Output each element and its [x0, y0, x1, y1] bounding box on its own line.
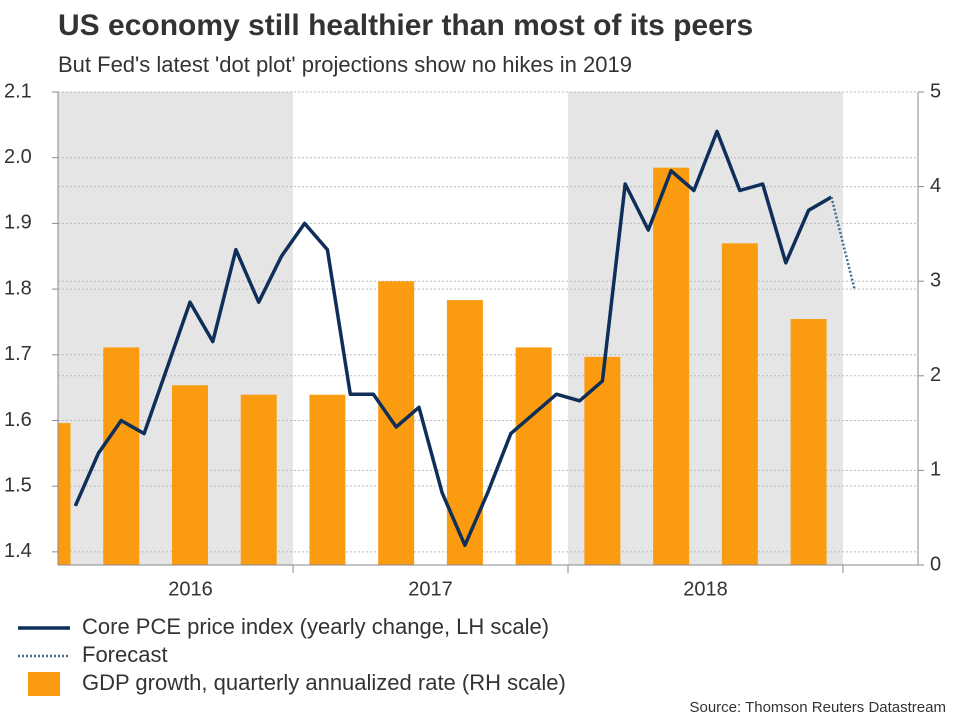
y2-tick-label: 5 [930, 80, 941, 102]
legend: Core PCE price index (yearly change, LH … [18, 614, 566, 696]
legend-label: Core PCE price index (yearly change, LH … [82, 614, 549, 639]
y2-tick-label: 0 [930, 553, 941, 575]
axes: 2016 2017 2018 1.4 1.5 1.6 1.7 1.8 1.9 2.0 2.1 0 1 2 3… [4, 80, 941, 600]
x-tick-label: 2018 [683, 578, 728, 600]
legend-label: Forecast [82, 642, 168, 667]
y2-tick-label: 4 [930, 175, 941, 197]
y-tick-label: 1.9 [4, 212, 32, 234]
legend-swatch [28, 672, 60, 696]
y2-tick-label: 3 [930, 269, 941, 291]
x-tick-label: 2017 [408, 578, 453, 600]
y-tick-label: 1.6 [4, 409, 32, 431]
marks [58, 129, 856, 565]
bar [103, 347, 140, 565]
bar [309, 394, 346, 565]
y2-tick-label: 2 [930, 364, 941, 386]
y-tick-label: 2.1 [4, 80, 32, 102]
x-tick-label: 2016 [168, 578, 213, 600]
bar [653, 167, 690, 565]
bar [240, 394, 277, 565]
bar [446, 300, 483, 565]
bar [790, 319, 827, 565]
source: Source: Thomson Reuters Datastream [689, 699, 946, 716]
y-tick-label: 2.0 [4, 146, 32, 168]
bar [515, 347, 552, 565]
bar [58, 423, 71, 565]
bar [584, 356, 621, 565]
y-tick-label: 1.8 [4, 277, 32, 299]
y2-tick-label: 1 [930, 459, 941, 481]
y-tick-label: 1.5 [4, 474, 32, 496]
bar [721, 243, 758, 565]
y-tick-label: 1.4 [4, 540, 32, 562]
bar [378, 281, 415, 565]
chart-title: US economy still healthier than most of … [58, 9, 753, 42]
bar [171, 385, 208, 565]
chart-subtitle: But Fed's latest 'dot plot' projections … [58, 52, 632, 77]
legend-label: GDP growth, quarterly annualized rate (R… [82, 670, 566, 695]
line [73, 129, 833, 548]
y-tick-label: 1.7 [4, 343, 32, 365]
